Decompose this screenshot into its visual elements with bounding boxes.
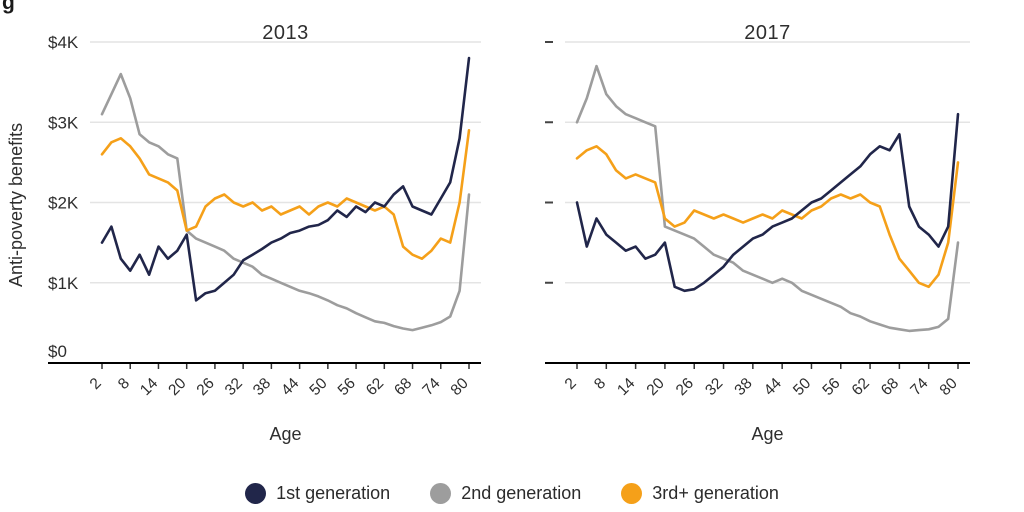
legend-item-3rd-generation: 3rd+ generation	[621, 483, 779, 504]
panel-title-2013: 2013	[262, 22, 309, 44]
y-tick-label: $0	[48, 342, 67, 361]
series-line-1st-generation	[575, 112, 960, 293]
legend-swatch-1st-generation-icon	[245, 483, 267, 504]
x-tick-label: 68	[391, 375, 415, 399]
x-tick-label: 2	[562, 375, 580, 393]
series-line-3rdplus-generation	[100, 129, 471, 261]
legend-item-1st-generation: 1st generation	[245, 483, 390, 504]
x-tick-label: 74	[419, 375, 443, 399]
cropped-figure-title-fragment: g	[2, 0, 15, 14]
x-tick-label: 32	[702, 375, 726, 399]
x-tick-label: 56	[819, 375, 843, 399]
legend-label-3rd-generation: 3rd+ generation	[652, 483, 779, 503]
series-line-1st-generation	[100, 56, 471, 302]
x-tick-label: 74	[907, 375, 931, 399]
legend-label-1st-generation: 1st generation	[276, 483, 391, 503]
panel-title-2017: 2017	[744, 22, 791, 44]
x-tick-label: 8	[591, 375, 609, 393]
x-tick-label: 62	[363, 375, 387, 399]
x-tick-label: 32	[222, 375, 246, 399]
legend-label-2nd-generation: 2nd generation	[461, 483, 582, 503]
x-tick-label: 56	[335, 375, 359, 399]
x-tick-label: 8	[115, 375, 133, 393]
x-tick-label: 20	[644, 375, 668, 399]
y-tick-label: $2K	[48, 194, 79, 213]
x-tick-label: 38	[731, 375, 755, 399]
legend-swatch-3rd-generation-icon	[621, 483, 643, 504]
x-tick-label: 68	[878, 375, 902, 399]
y-tick-label: $3K	[48, 113, 79, 132]
x-tick-label: 26	[194, 375, 218, 399]
x-tick-label: 62	[849, 375, 873, 399]
series-line-2nd-generation	[575, 64, 960, 333]
x-tick-label: 50	[790, 375, 814, 399]
x-tick-label: 2	[87, 375, 105, 393]
x-tick-label: 80	[937, 375, 961, 399]
series-line-2nd-generation	[100, 72, 471, 332]
x-tick-label: 20	[165, 375, 189, 399]
x-tick-label: 80	[448, 375, 472, 399]
x-tick-label: 50	[306, 375, 330, 399]
legend-item-2nd-generation: 2nd generation	[430, 483, 581, 504]
x-tick-label: 14	[137, 375, 161, 399]
x-tick-label: 26	[673, 375, 697, 399]
series-line-3rdplus-generation	[575, 145, 960, 289]
x-tick-label: 38	[250, 375, 274, 399]
legend: 1st generation 2nd generation 3rd+ gener…	[0, 483, 1024, 504]
legend-swatch-2nd-generation-icon	[430, 483, 452, 504]
charts-svg: $0$1K$2K$3K$4K2 8 14 20 26 32 38 44 50 56 62 68 74 80…	[48, 33, 970, 399]
x-tick-label: 14	[614, 375, 638, 399]
x-axis-label-2017: Age	[751, 424, 784, 444]
x-tick-label: 44	[278, 375, 302, 399]
y-tick-label: $4K	[48, 33, 79, 52]
x-axis-label-2013: Age	[269, 424, 302, 444]
y-tick-label: $1K	[48, 274, 79, 293]
x-tick-label: 44	[761, 375, 785, 399]
